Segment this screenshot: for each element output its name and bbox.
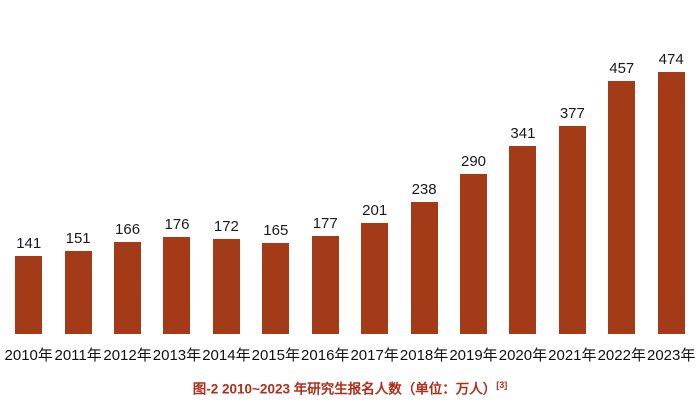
x-axis-label: 2020年	[498, 347, 548, 364]
chart-caption-superscript: [3]	[496, 380, 508, 390]
bar-group: 141	[4, 18, 53, 334]
bar-group: 238	[399, 18, 448, 334]
bar-group: 176	[152, 18, 201, 334]
bar	[657, 72, 685, 334]
bar-group: 166	[103, 18, 152, 334]
bar-value-label: 165	[263, 222, 289, 239]
bar-group: 474	[646, 18, 695, 334]
bar	[15, 256, 43, 334]
x-axis-label: 2014年	[202, 347, 251, 364]
x-axis-label: 2017年	[350, 347, 399, 364]
bar-value-label: 141	[16, 235, 42, 252]
x-axis-label: 2018年	[399, 347, 449, 364]
bar-group: 201	[350, 18, 399, 334]
bar-value-label: 201	[362, 202, 388, 219]
bar-group: 341	[498, 18, 547, 334]
chart-caption: 图-2 2010~2023 年研究生报名人数（单位：万人）[3]	[0, 381, 700, 396]
x-axis-label: 2021年	[548, 347, 597, 364]
bar-value-label: 377	[559, 105, 585, 122]
x-axis-label: 2022年	[597, 347, 646, 364]
bar	[410, 202, 438, 334]
chart-caption-text: 图-2 2010~2023 年研究生报名人数（单位：万人）	[192, 381, 497, 397]
bar-chart: 141 151 166 176 172 165 177 201 238 290 341 377 457 4…	[4, 18, 696, 365]
bar-group: 151	[53, 18, 102, 334]
bar-group: 165	[251, 18, 300, 334]
bar-value-label: 238	[411, 181, 437, 198]
bar-group: 377	[548, 18, 597, 334]
x-axis-label: 2015年	[251, 347, 300, 364]
x-axis-label: 2023年	[647, 347, 696, 364]
bar	[212, 239, 240, 334]
x-axis-label: 2011年	[54, 347, 102, 364]
bar-group: 457	[597, 18, 646, 334]
bars-row: 141 151 166 176 172 165 177 201 238 290 341 377 457 4…	[4, 18, 696, 334]
bar	[163, 237, 191, 334]
bar-value-label: 151	[65, 230, 91, 247]
bar-value-label: 290	[460, 153, 487, 170]
bar-value-label: 166	[115, 221, 141, 238]
bar	[361, 223, 389, 334]
bar-value-label: 172	[213, 218, 239, 235]
x-axis: 2010年 2011年 2012年 2013年 2014年 2015年 2016年 2017年…	[4, 344, 696, 365]
bar	[460, 174, 487, 334]
x-axis-label: 2019年	[449, 347, 498, 364]
x-axis-label: 2013年	[152, 347, 202, 364]
bar	[558, 126, 586, 334]
bar-value-label: 341	[510, 125, 536, 142]
bar-group: 172	[202, 18, 251, 334]
bar	[608, 81, 636, 334]
bar	[509, 146, 537, 334]
bar-value-label: 177	[312, 215, 338, 232]
bar-group: 290	[449, 18, 498, 334]
bar	[64, 251, 92, 334]
bar-value-label: 176	[164, 216, 190, 233]
x-axis-label: 2016年	[301, 347, 350, 364]
bar-value-label: 474	[658, 51, 684, 68]
bar-value-label: 457	[609, 60, 635, 77]
x-axis-label: 2010年	[4, 347, 53, 364]
x-axis-label: 2012年	[103, 347, 152, 364]
bar	[311, 236, 339, 334]
bar-group: 177	[301, 18, 350, 334]
bar	[262, 243, 290, 334]
bar	[114, 242, 142, 334]
